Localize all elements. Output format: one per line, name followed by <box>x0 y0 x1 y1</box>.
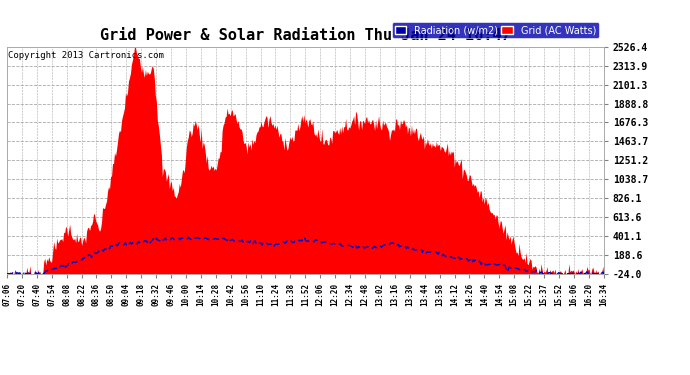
Text: Copyright 2013 Cartronics.com: Copyright 2013 Cartronics.com <box>8 51 164 60</box>
Legend: Radiation (w/m2), Grid (AC Watts): Radiation (w/m2), Grid (AC Watts) <box>392 22 599 38</box>
Title: Grid Power & Solar Radiation Thu Jan 24 16:47: Grid Power & Solar Radiation Thu Jan 24 … <box>100 28 511 43</box>
